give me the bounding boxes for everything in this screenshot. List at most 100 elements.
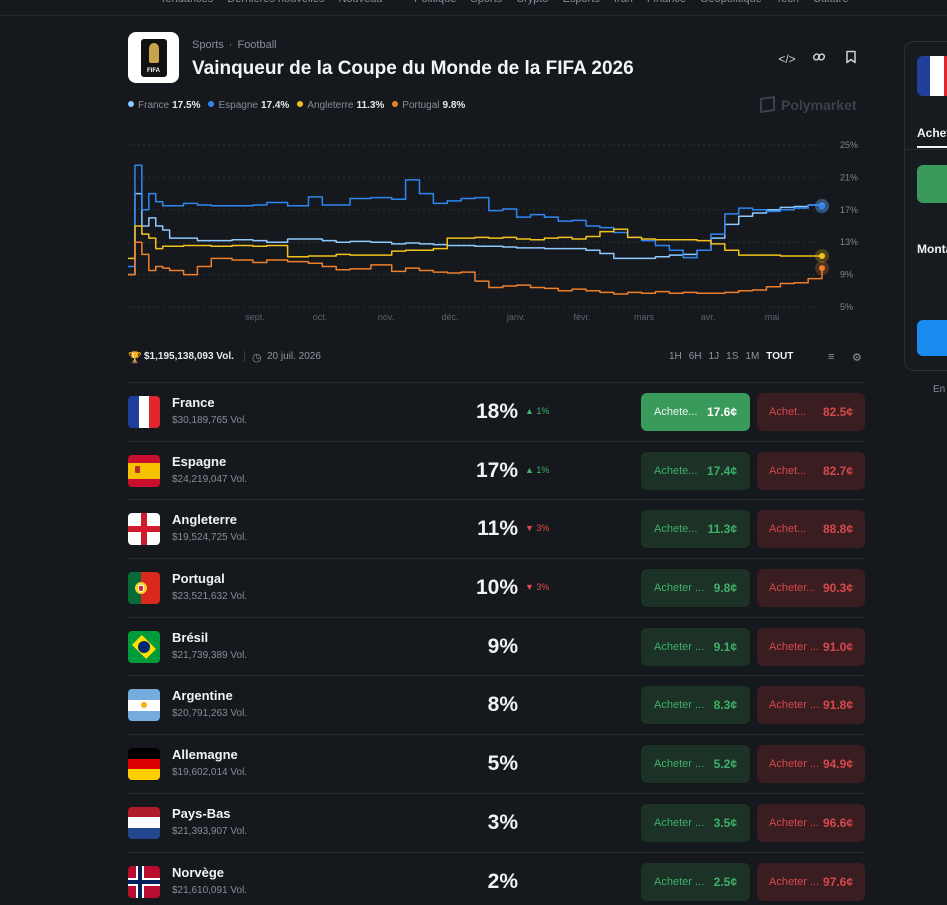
top-nav-item[interactable]: Nouveau xyxy=(338,0,382,5)
link-icon[interactable] xyxy=(810,50,828,68)
clock-icon: ◷ xyxy=(252,352,262,364)
sell-label: Acheter ... xyxy=(769,640,820,653)
series-endpoint-angleterre xyxy=(819,252,825,259)
buy-yes-button[interactable]: Acheter ... 3.5¢ xyxy=(641,803,750,842)
sell-label: Acheter ... xyxy=(769,758,820,771)
buy-no-button[interactable]: Acheter ... 97.6¢ xyxy=(757,862,865,901)
sell-price: 94.9¢ xyxy=(822,757,853,772)
breadcrumb-football[interactable]: Football xyxy=(237,39,277,51)
embed-icon[interactable]: </> xyxy=(778,52,796,66)
top-nav-item[interactable]: Crypto xyxy=(516,0,548,5)
outcome-volume: $21,739,389 Vol. xyxy=(172,649,248,661)
top-nav-item[interactable]: Esports xyxy=(563,0,600,5)
x-tick-label: déc. xyxy=(441,312,458,322)
outcome-row-en[interactable]: Angleterre $19,524,725 Vol. 11% ▼ 3% Achete.… xyxy=(128,499,865,558)
buy-label: Acheter ... xyxy=(654,816,705,829)
change-indicator: ▲ 1% xyxy=(525,406,549,416)
buy-yes-button[interactable]: Acheter ... 8.3¢ xyxy=(641,686,750,725)
outcome-volume: $24,219,047 Vol. xyxy=(172,473,248,485)
market-header: FIFA Sports · Football Vainqueur de la Cou… xyxy=(128,32,868,84)
top-nav-item[interactable]: Sports xyxy=(470,0,502,5)
top-nav-item[interactable]: Dernières nouvelles xyxy=(227,0,324,5)
range-1m[interactable]: 1M xyxy=(745,351,760,362)
top-nav-item[interactable]: Culture xyxy=(813,0,848,5)
outcome-name: Norvège xyxy=(172,864,225,880)
outcome-volume: $21,610,091 Vol. xyxy=(172,884,248,896)
trade-panel: Acheter Montant xyxy=(904,41,947,371)
buy-no-button[interactable]: Acheter ... 91.0¢ xyxy=(757,627,865,666)
legend-item-angleterre: Angleterre 11.3% xyxy=(297,100,384,111)
bookmark-icon[interactable] xyxy=(842,50,860,68)
buy-yes-button[interactable]: Acheter ... 9.8¢ xyxy=(641,569,750,608)
buy-yes-button[interactable] xyxy=(917,165,947,203)
buy-no-button[interactable]: Acheter ... 94.9¢ xyxy=(757,745,865,784)
flag-es-icon xyxy=(128,454,160,487)
flag-pt-icon xyxy=(128,572,160,605)
sell-label: Acheter ... xyxy=(769,816,820,829)
range-tout[interactable]: TOUT xyxy=(766,351,794,362)
range-6h[interactable]: 6H xyxy=(688,351,702,362)
outcome-row-ar[interactable]: Argentine $20,791,263 Vol. 8% Acheter ... 8.… xyxy=(128,675,865,734)
buy-price: 11.3¢ xyxy=(707,522,737,537)
buy-yes-button[interactable]: Achete... 17.4¢ xyxy=(641,451,750,490)
buy-label: Achete... xyxy=(654,523,698,536)
buy-yes-button[interactable]: Acheter ... 2.5¢ xyxy=(641,862,750,901)
outcome-row-es[interactable]: Espagne $24,219,047 Vol. 17% ▲ 1% Achete... 1… xyxy=(128,440,865,500)
buy-no-button[interactable]: Acheter... 90.3¢ xyxy=(757,569,865,608)
outcome-row-br[interactable]: Brésil $21,739,389 Vol. 9% Acheter ... 9.1¢ A… xyxy=(128,616,865,676)
legend-label: Espagne xyxy=(218,100,258,111)
buy-price: 9.8¢ xyxy=(713,581,737,596)
buy-no-button[interactable]: Achet... 82.5¢ xyxy=(757,393,865,431)
buy-yes-button[interactable]: Acheter ... 5.2¢ xyxy=(641,745,750,784)
outcome-row-fr[interactable]: France $30,189,765 Vol. 18% ▲ 1% Achete... 17… xyxy=(128,382,865,441)
amount-label: Montant xyxy=(917,242,947,256)
outcome-volume: $23,521,632 Vol. xyxy=(172,591,248,603)
legend-item-espagne: Espagne 17.4% xyxy=(208,100,289,111)
buy-yes-button[interactable]: Acheter ... 9.1¢ xyxy=(641,627,750,666)
tab-buy[interactable]: Acheter xyxy=(917,126,947,140)
outcome-probability: 2% xyxy=(487,869,518,893)
change-value: 3% xyxy=(536,523,550,534)
buy-yes-button[interactable]: Achete... 11.3¢ xyxy=(641,510,750,549)
buy-no-button[interactable]: Acheter ... 91.8¢ xyxy=(757,686,865,725)
y-tick-label: 13% xyxy=(840,237,858,247)
time-range-selector: 1H 6H 1J 1S 1M TOUT xyxy=(669,351,800,362)
sell-price: 82.5¢ xyxy=(822,405,853,419)
top-nav-item[interactable]: Finance xyxy=(647,0,686,5)
top-nav-items: Tendances Dernières nouvelles Nouveau · Poli… xyxy=(160,0,862,5)
range-1s[interactable]: 1S xyxy=(726,351,739,362)
top-nav-item[interactable]: Géopolitique xyxy=(700,0,762,5)
outcome-row-nl[interactable]: Pays-Bas $21,393,907 Vol. 3% Acheter ... 3.5… xyxy=(128,792,865,852)
flag-de-icon xyxy=(128,748,160,781)
top-nav-item[interactable]: Politique xyxy=(414,0,456,5)
top-nav-item[interactable]: · xyxy=(396,0,400,5)
page-title: Vainqueur de la Coupe du Monde de la FIF… xyxy=(192,58,634,79)
buy-no-button[interactable]: Achet... 88.8¢ xyxy=(757,510,865,549)
buy-yes-button[interactable]: Achete... 17.6¢ xyxy=(641,393,750,431)
price-chart[interactable]: 25% 21% 17% 13% 9% 5% sept. oct. nov. déc. janv. fé… xyxy=(124,135,864,325)
outcome-name: Portugal xyxy=(172,571,225,587)
breadcrumb-sports[interactable]: Sports xyxy=(192,39,224,51)
top-nav-item[interactable]: Tech xyxy=(776,0,799,5)
sell-label: Achet... xyxy=(769,406,807,418)
outcome-row-no[interactable]: Norvège $21,610,091 Vol. 2% Acheter ... 2.5¢… xyxy=(128,851,865,905)
outcome-row-pt[interactable]: Portugal $23,521,632 Vol. 10% ▼ 3% Acheter .… xyxy=(128,558,865,617)
change-value: 1% xyxy=(536,464,550,475)
trade-submit-button[interactable] xyxy=(917,320,947,356)
y-tick-label: 21% xyxy=(840,172,858,182)
filter-icon[interactable]: ≡ xyxy=(828,351,835,363)
change-indicator: ▲ 1% xyxy=(525,465,549,475)
buy-no-button[interactable]: Achet... 82.7¢ xyxy=(757,451,865,490)
outcome-name: Allemagne xyxy=(172,747,238,763)
outcome-probability: 10% xyxy=(475,576,518,600)
top-nav-item[interactable]: Iran xyxy=(614,0,633,5)
outcome-row-de[interactable]: Allemagne $19,602,014 Vol. 5% Acheter ... 5.… xyxy=(128,734,865,793)
range-1j[interactable]: 1J xyxy=(708,351,720,362)
price-chart-svg[interactable]: 25% 21% 17% 13% 9% 5% sept. oct. nov. déc. janv. fé… xyxy=(124,135,864,325)
buy-no-button[interactable]: Acheter ... 96.6¢ xyxy=(757,803,865,842)
range-1h[interactable]: 1H xyxy=(669,351,682,362)
top-nav-item[interactable]: Tendances xyxy=(160,0,213,5)
change-indicator: ▼ 3% xyxy=(525,523,549,533)
legend-value: 17.5% xyxy=(172,100,201,111)
settings-gear-icon[interactable]: ⚙ xyxy=(852,352,862,364)
